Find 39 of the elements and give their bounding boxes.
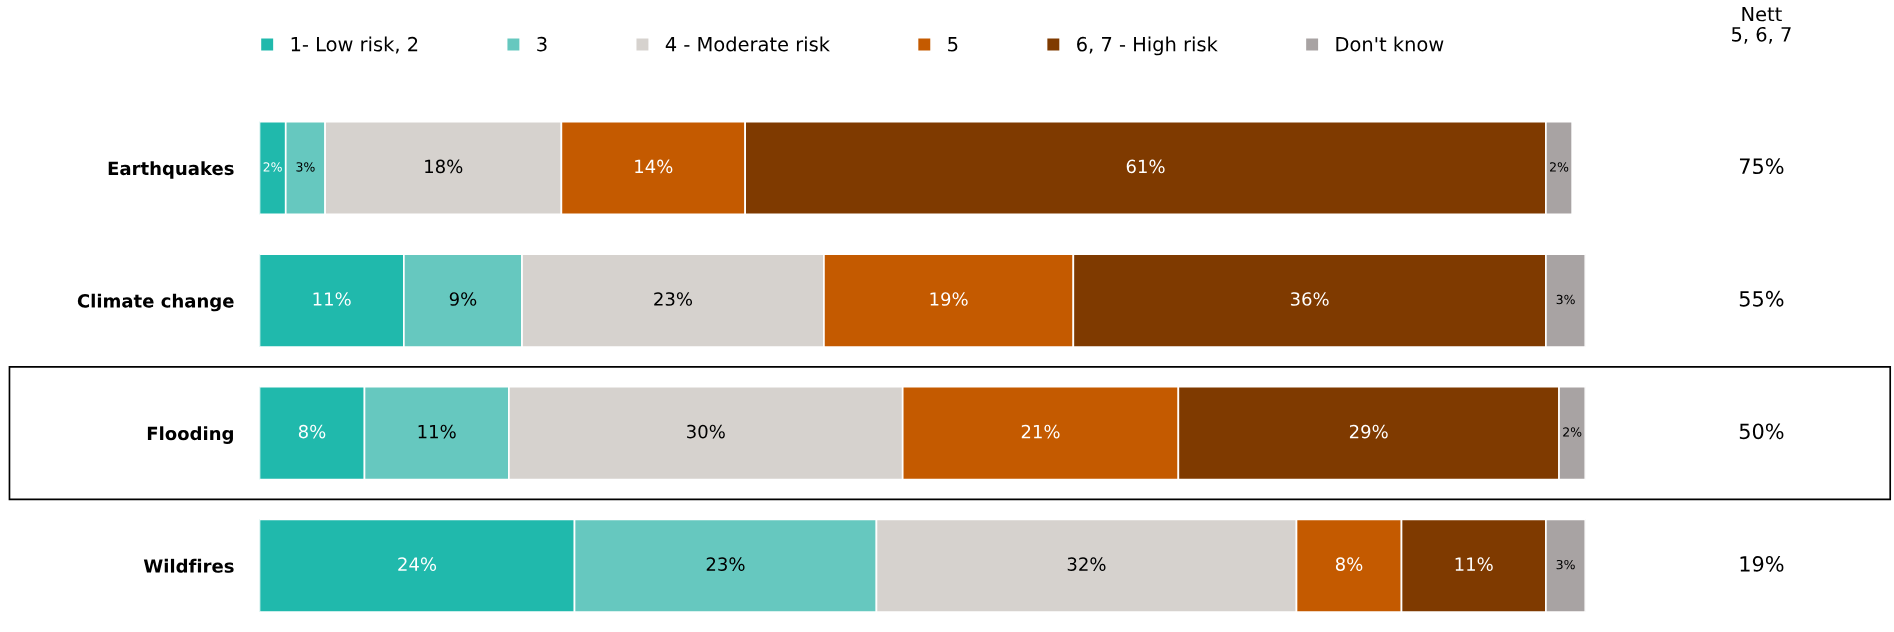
data-label: 8% (1335, 557, 1363, 571)
data-label: 18% (425, 159, 463, 174)
data-label: 11% (313, 292, 351, 306)
text: 55% (1739, 290, 1784, 307)
data-label: 11% (1455, 557, 1493, 571)
y-tick-label: Climate change (77, 293, 234, 312)
data-label: 21% (1021, 424, 1060, 439)
data-label: 23% (706, 557, 745, 571)
data-label: 36% (1290, 292, 1329, 306)
data-label: 2% (1550, 162, 1569, 172)
text: Nett 5, 6, 7 (1732, 6, 1791, 44)
data-label: 2% (263, 162, 282, 172)
data-label: 11% (418, 424, 456, 439)
y-tick-label: Flooding (147, 426, 233, 444)
data-label: 2% (1563, 427, 1582, 437)
data-label: 9% (449, 292, 477, 306)
legend-label: 1- Low risk, 2 (291, 36, 418, 54)
text: 75% (1739, 158, 1784, 175)
data-label: 29% (1349, 424, 1388, 439)
legend-label: Don't know (1336, 36, 1444, 52)
legend-label: 3 (537, 36, 547, 52)
data-label: 19% (930, 292, 968, 306)
data-label: 14% (635, 159, 673, 174)
data-label: 61% (1126, 159, 1165, 174)
data-label: 3% (1556, 559, 1575, 570)
data-label: 23% (654, 292, 693, 306)
text: 19% (1740, 556, 1784, 572)
text: 50% (1739, 423, 1784, 440)
y-tick-label: Wildfires (143, 558, 234, 573)
legend-label: 5 (948, 37, 958, 52)
data-label: 3% (296, 162, 315, 172)
data-label: 32% (1067, 557, 1106, 571)
data-label: 8% (298, 424, 326, 439)
y-tick-label: Earthquakes (108, 161, 234, 179)
data-label: 24% (398, 557, 437, 571)
data-label: 30% (687, 424, 725, 439)
legend-label: 4 - Moderate risk (665, 36, 830, 52)
legend-label: 6, 7 - High risk (1077, 36, 1218, 56)
data-label: 3% (1556, 294, 1575, 305)
